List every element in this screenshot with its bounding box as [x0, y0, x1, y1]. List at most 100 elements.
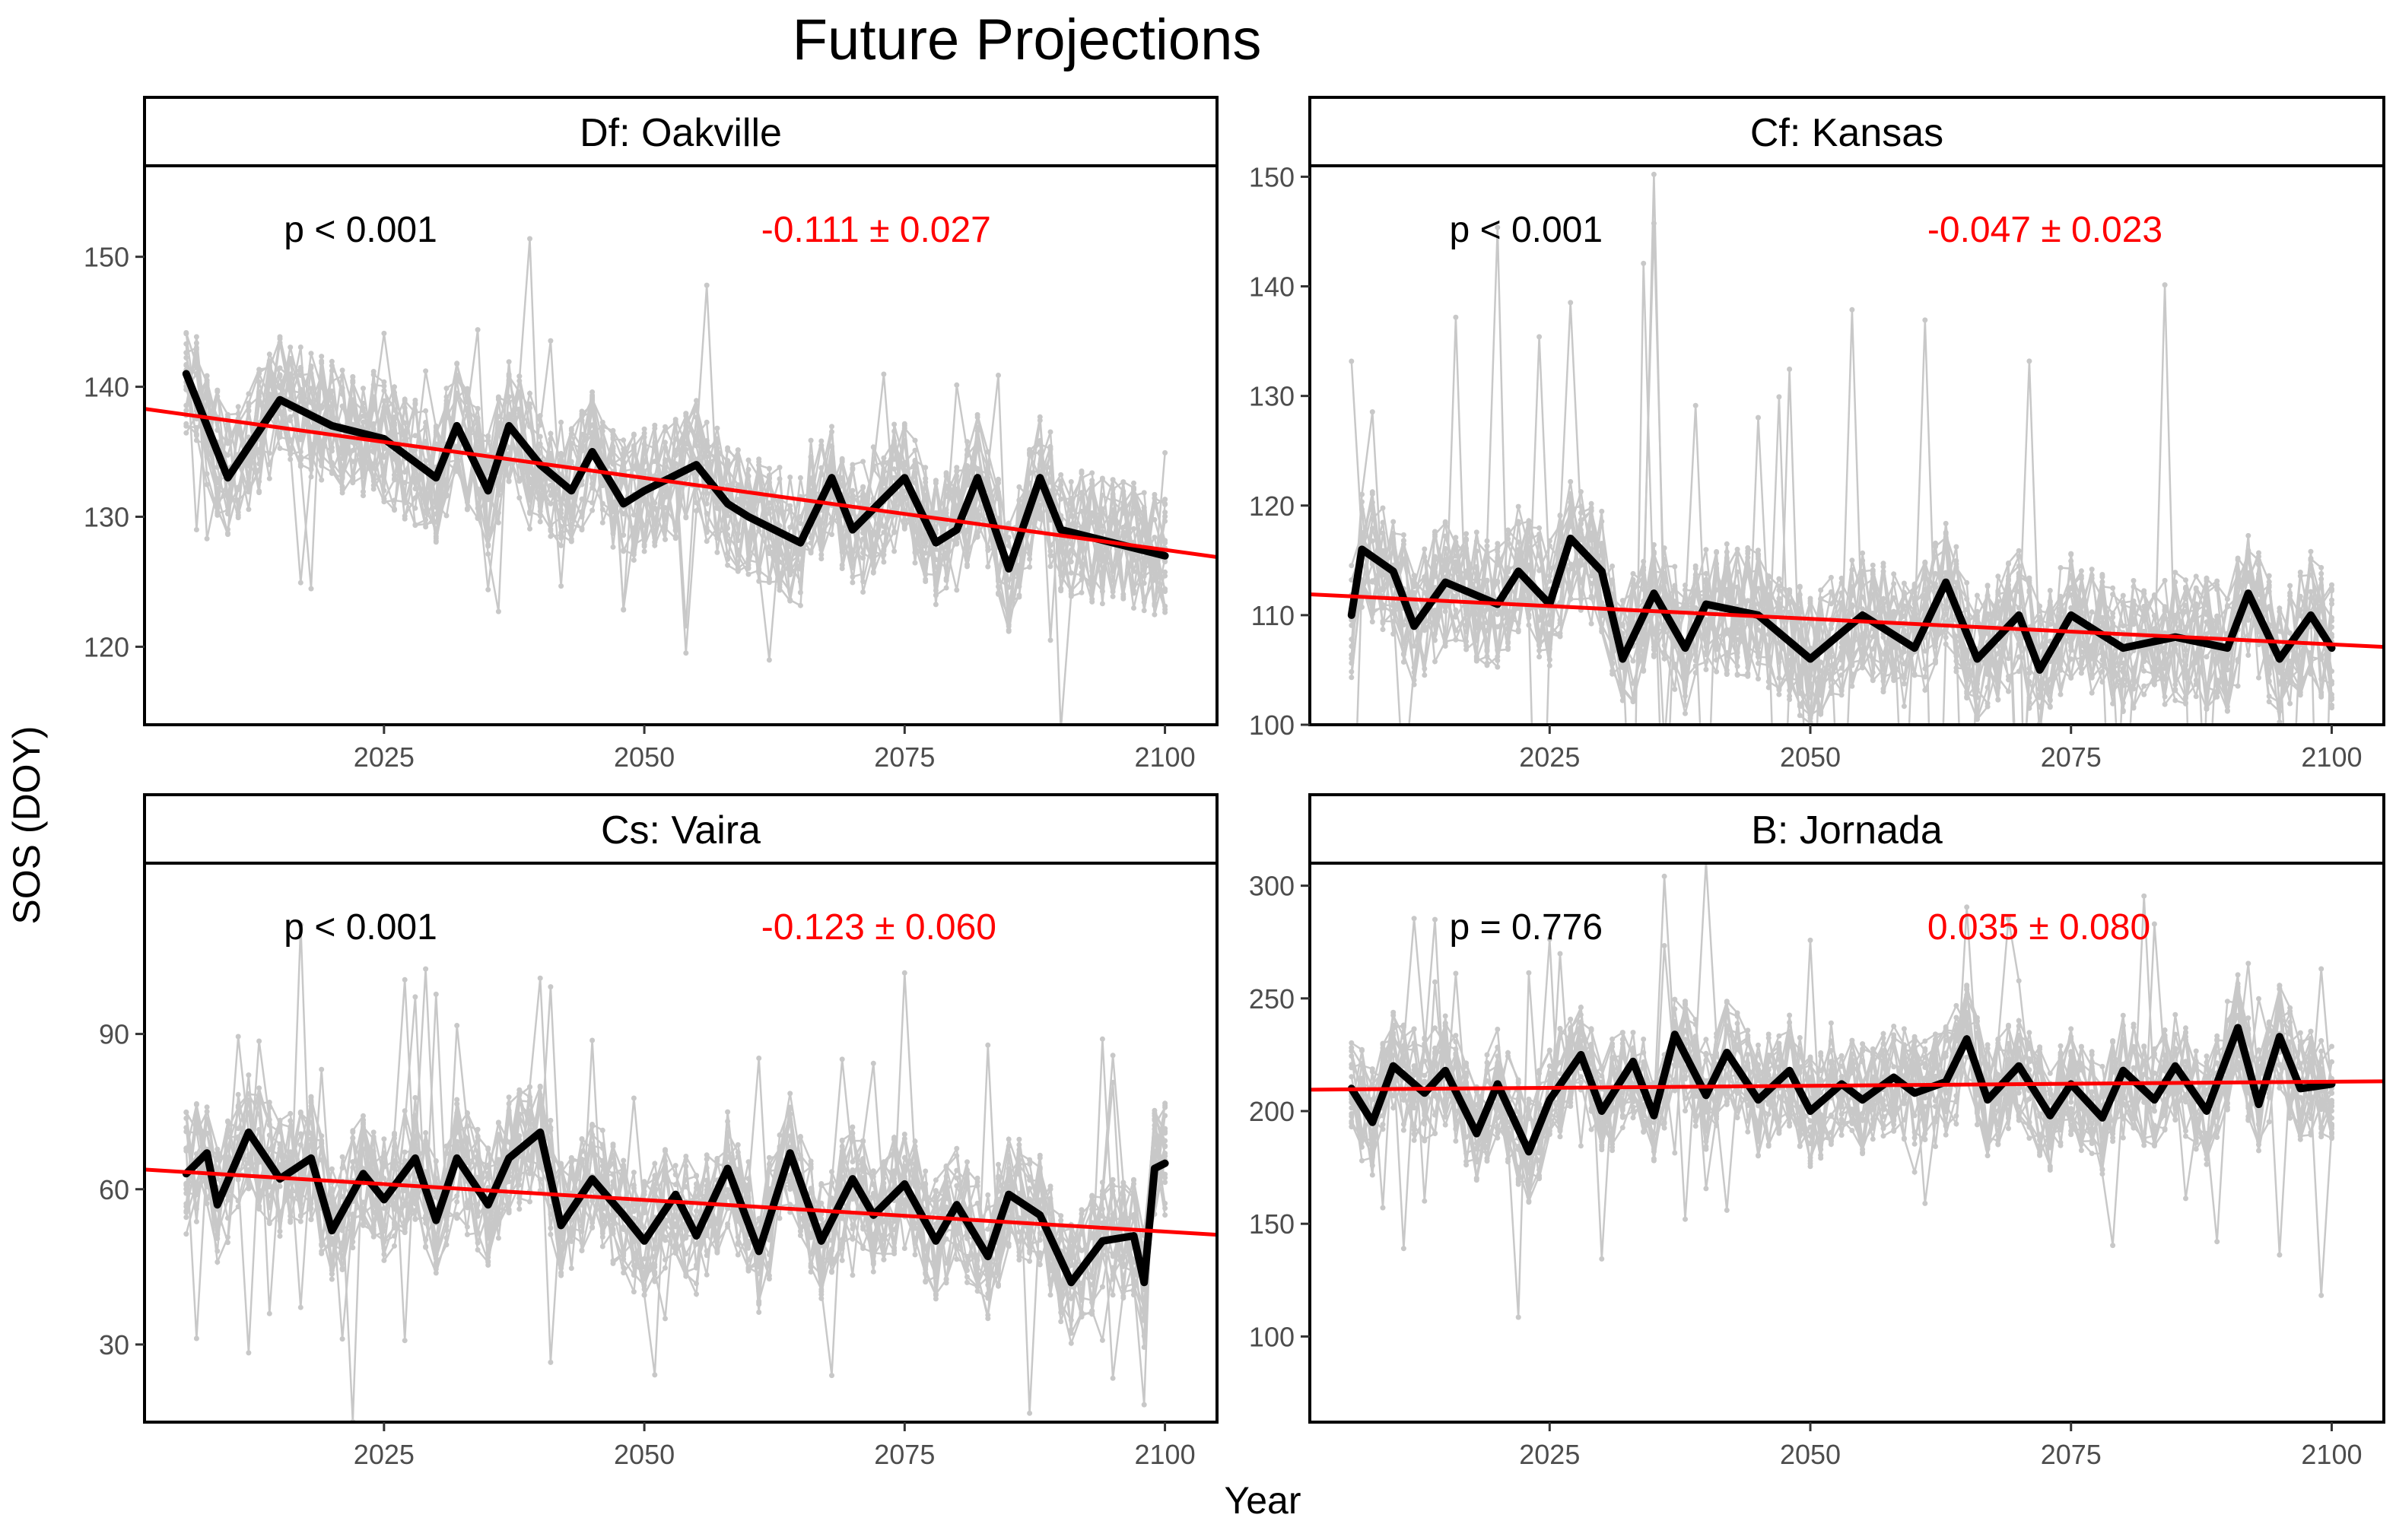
ensemble-point [725, 513, 731, 519]
ensemble-point [787, 524, 793, 530]
ensemble-point [839, 1056, 845, 1062]
ensemble-point [891, 503, 898, 510]
ensemble-point [1933, 615, 1938, 621]
ensemble-point [964, 1279, 970, 1285]
ensemble-point [1152, 535, 1158, 541]
ensemble-point [2131, 672, 2137, 678]
ensemble-point [1432, 659, 1438, 665]
ensemble-point [2078, 656, 2084, 661]
ensemble-point [652, 1372, 658, 1378]
ensemble-point [797, 1233, 803, 1238]
ensemble-point [663, 1224, 668, 1230]
ensemble-point [652, 539, 658, 545]
ensemble-point [860, 589, 866, 595]
ensemble-point [704, 1272, 710, 1278]
ensemble-point [891, 445, 898, 451]
ensemble-point [2120, 592, 2126, 599]
ensemble-point [1453, 607, 1459, 613]
ensemble-point [2204, 619, 2210, 625]
y-tick-label: 110 [1251, 600, 1295, 631]
ensemble-point [599, 506, 605, 513]
ensemble-point [954, 468, 960, 474]
ensemble-point [350, 378, 356, 384]
ensemble-point [1141, 1402, 1147, 1408]
ensemble-point [579, 481, 585, 487]
ensemble-point [392, 384, 397, 390]
ensemble-point [652, 535, 658, 541]
ensemble-point [850, 462, 856, 468]
ensemble-point [1099, 523, 1105, 529]
ensemble-point [1546, 538, 1552, 544]
ensemble-point [193, 1151, 199, 1157]
ensemble-point [694, 471, 699, 477]
ensemble-point [485, 543, 491, 549]
ensemble-point [381, 454, 387, 460]
ensemble-point [2089, 690, 2095, 696]
ensemble-point [870, 541, 876, 548]
y-tick-label: 140 [1249, 271, 1295, 303]
ensemble-point [2006, 673, 2011, 679]
ensemble-point [641, 426, 647, 432]
ensemble-point [256, 490, 262, 496]
ensemble-point [777, 587, 783, 593]
ensemble-point [308, 386, 314, 392]
ensemble-point [2099, 572, 2105, 577]
ensemble-point [1860, 606, 1866, 612]
ensemble-point [516, 495, 523, 501]
ensemble-point [1901, 603, 1907, 609]
ensemble-point [2110, 585, 2116, 591]
ensemble-point [1089, 599, 1095, 605]
ensemble-point [881, 455, 887, 461]
ensemble-point [829, 429, 834, 435]
ensemble-point [621, 1157, 627, 1164]
ensemble-point [1162, 609, 1168, 615]
ensemble-point [1505, 627, 1511, 633]
ensemble-point [214, 1259, 221, 1265]
ensemble-point [1745, 551, 1751, 557]
ensemble-point [2141, 683, 2147, 689]
ensemble-point [777, 573, 783, 579]
ensemble-point [1068, 548, 1074, 554]
ensemble-point [996, 568, 1001, 574]
ensemble-point [568, 538, 574, 545]
ensemble-point [974, 411, 980, 418]
ensemble-point [308, 400, 314, 405]
ensemble-point [704, 419, 710, 425]
ensemble-point [1870, 567, 1876, 573]
ensemble-point [672, 417, 678, 423]
ensemble-point [735, 453, 741, 459]
ensemble-point [1807, 600, 1813, 606]
ensemble-point [1411, 643, 1417, 649]
ensemble-point [1683, 673, 1688, 679]
ensemble-point [1838, 580, 1845, 586]
ensemble-point [2318, 570, 2325, 576]
ensemble-point [1588, 500, 1594, 506]
panel-strip [143, 793, 1219, 865]
x-tick-label: 2025 [1519, 741, 1580, 773]
ensemble-point [2037, 730, 2042, 735]
ensemble-point [339, 451, 345, 456]
ensemble-point [2037, 691, 2043, 697]
ensemble-point [1495, 611, 1501, 618]
ensemble-point [2026, 695, 2032, 700]
ensemble-point [891, 428, 898, 434]
ensemble-point [1630, 583, 1636, 589]
ensemble-point [1369, 538, 1375, 544]
ensemble-point [1984, 583, 1991, 589]
ensemble-point [433, 533, 439, 539]
ensemble-point [1037, 496, 1043, 502]
ensemble-point [1400, 659, 1406, 665]
ensemble-point [850, 1159, 856, 1164]
ensemble-point [923, 543, 929, 549]
ensemble-point [329, 389, 335, 394]
ensemble-point [288, 371, 294, 377]
ensemble-point [1599, 548, 1605, 554]
ensemble-point [2224, 603, 2230, 608]
ensemble-point [2047, 697, 2053, 703]
ensemble-point [568, 1238, 574, 1244]
ensemble-point [1495, 541, 1501, 547]
ensemble-point [829, 1169, 834, 1175]
ensemble-point [558, 419, 564, 425]
ensemble-point [1995, 589, 2001, 595]
ensemble-point [1037, 502, 1043, 508]
